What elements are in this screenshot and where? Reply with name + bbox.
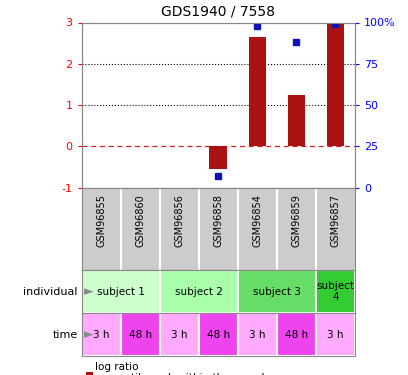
Bar (316, 313, 355, 356)
Text: subject 3: subject 3 (253, 286, 301, 297)
Text: ►: ► (84, 328, 93, 341)
Text: GSM96858: GSM96858 (213, 194, 223, 247)
Text: GSM96855: GSM96855 (96, 194, 106, 247)
Text: GSM96857: GSM96857 (330, 194, 340, 247)
Bar (277, 313, 316, 356)
Bar (82, 313, 121, 356)
Bar (82, 270, 160, 313)
Bar (209, 146, 227, 169)
Text: individual: individual (23, 286, 78, 297)
Text: 3 h: 3 h (327, 330, 344, 340)
Text: time: time (52, 330, 78, 340)
Bar (248, 37, 266, 146)
Text: ►: ► (84, 285, 93, 298)
Text: 3 h: 3 h (93, 330, 109, 340)
Text: log ratio: log ratio (95, 362, 138, 372)
Bar (160, 313, 199, 356)
Text: subject 1: subject 1 (97, 286, 144, 297)
Bar (316, 270, 355, 313)
Text: 3 h: 3 h (249, 330, 266, 340)
Bar (288, 95, 305, 146)
Text: GSM96860: GSM96860 (135, 194, 145, 247)
Bar (199, 313, 238, 356)
Bar (121, 313, 160, 356)
Text: 48 h: 48 h (285, 330, 308, 340)
Text: 48 h: 48 h (129, 330, 152, 340)
Text: GSM96859: GSM96859 (291, 194, 302, 247)
Text: subject
4: subject 4 (317, 281, 355, 302)
Bar (160, 270, 238, 313)
Text: 48 h: 48 h (207, 330, 230, 340)
Title: GDS1940 / 7558: GDS1940 / 7558 (161, 4, 275, 18)
Bar (238, 313, 277, 356)
Text: GSM96856: GSM96856 (174, 194, 184, 247)
Text: GSM96854: GSM96854 (252, 194, 262, 247)
Bar (327, 22, 344, 146)
Text: percentile rank within the sample: percentile rank within the sample (95, 373, 271, 375)
Text: subject 2: subject 2 (175, 286, 223, 297)
Text: 3 h: 3 h (171, 330, 188, 340)
Bar (238, 270, 316, 313)
